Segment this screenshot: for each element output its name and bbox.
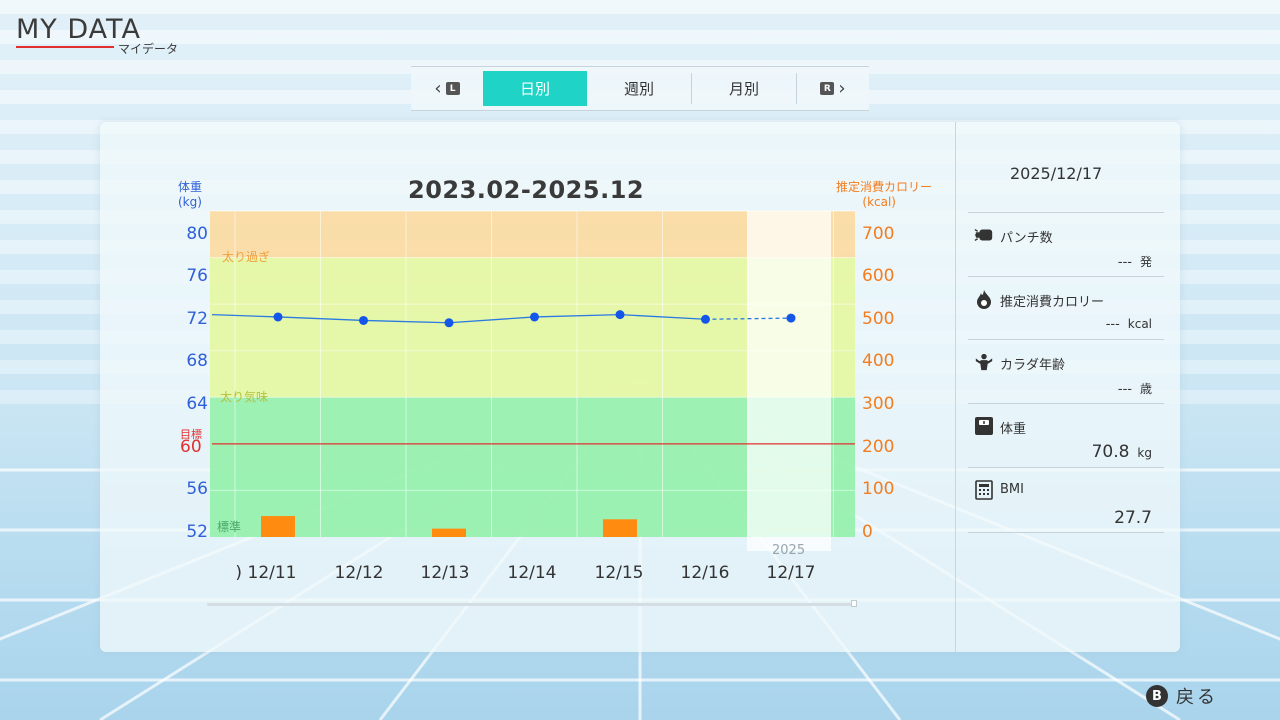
left-tick: 80 [186,224,208,244]
title-text: MY DATA [16,14,141,45]
weight-point [444,318,454,328]
left-tick: 68 [186,351,208,371]
left-tick: 52 [186,522,208,542]
stat-label: BMI [1000,482,1024,497]
stat-value: 70.8 kg [1091,442,1152,462]
period-tabs: ‹ L 日別 週別 月別 R › [411,66,869,111]
stat-value: 27.7 [1114,508,1152,528]
prev-tab-button[interactable]: ‹ L [411,67,483,110]
x-tick: 12/15 [594,563,644,583]
flame-icon [974,289,994,309]
right-tick: 500 [862,309,895,329]
stat-label: 体重 [1000,422,1027,437]
selected-day-highlight [747,211,831,551]
calorie-bar [432,528,466,537]
right-tick: 400 [862,351,895,371]
weight-point [786,313,796,323]
weight-point [273,312,283,322]
punch-icon [974,225,994,245]
right-axis-label: 推定消費カロリー (kcal) [835,180,932,209]
title-underline [16,46,114,48]
calculator-icon [974,480,994,500]
x-tick: 12/12 [334,563,384,583]
x-tick: 12/13 [420,563,470,583]
weight-line-projection [705,317,792,320]
right-tick: 200 [862,437,895,457]
stat-body-age: カラダ年齢 --- 歳 [968,339,1164,401]
right-tick: 600 [862,266,895,286]
tab-monthly[interactable]: 月別 [728,80,759,98]
zone-label-standard: 標準 [217,520,242,534]
right-tick: 100 [862,479,895,499]
goal-label: 目標 [180,428,202,441]
l-button-icon: L [445,82,460,95]
stat-value: --- kcal [1105,317,1152,332]
next-tab-button[interactable]: R › [797,67,869,110]
x-tick: 12/17 [766,563,816,583]
stat-label: パンチ数 [1000,231,1053,246]
weight-point [359,315,368,325]
r-button-icon: R [820,82,835,95]
goal-value: 60 [180,437,202,457]
chevron-right-icon: › [838,78,846,99]
tab-separator [796,73,797,104]
stat-bmi: BMI 27.7 [968,467,1164,533]
left-tick: 56 [186,479,208,499]
left-tick: 64 [186,394,208,414]
left-tick: 76 [186,266,208,286]
right-tick: 700 [862,224,895,244]
stat-value: --- 歳 [1117,382,1152,397]
stat-calories: 推定消費カロリー --- kcal [968,276,1164,338]
year-label: 2025 [772,543,806,558]
back-label: 戻る [1176,687,1218,708]
chevron-left-icon: ‹ [434,78,442,99]
weight-point [530,312,539,322]
back-button[interactable]: B 戻る [1146,683,1218,709]
stat-label: カラダ年齢 [1000,358,1066,373]
stat-label: 推定消費カロリー [1000,295,1105,310]
stat-value: --- 発 [1117,255,1152,270]
b-button-icon: B [1146,685,1168,707]
weight-point [701,314,710,324]
calorie-bar [261,516,295,537]
zone-label-slightly-overweight: 太り気味 [220,390,269,404]
left-tick: 72 [186,309,208,329]
zone-label-overweight: 太り過ぎ [222,250,271,264]
x-tick: 12/11 [247,563,297,583]
weight-point [615,310,625,320]
left-axis-label: 体重 (kg) [178,180,203,209]
stat-punch-count: パンチ数 --- 発 [968,212,1164,274]
chart-title: 2023.02-2025.12 [408,176,645,204]
calorie-bar [603,519,637,537]
selected-date: 2025/12/17 [1010,164,1103,183]
x-tick-partial: ) [235,563,242,583]
x-tick: 12/16 [680,563,730,583]
right-tick: 0 [862,522,873,542]
x-tick: 12/14 [507,563,557,583]
panel-divider [955,122,956,652]
title-subtitle: マイデータ [118,42,179,56]
screen-title: MY DATA マイデータ [16,14,178,56]
right-tick: 300 [862,394,895,414]
tab-separator [691,73,692,104]
scale-icon [974,416,994,436]
tab-daily[interactable]: 日別 [483,71,587,106]
chart-scrollbar[interactable] [207,603,857,606]
body-icon [974,352,994,372]
stat-weight: 体重 70.8 kg [968,403,1164,465]
scrollbar-thumb[interactable] [851,600,857,607]
tab-weekly[interactable]: 週別 [623,80,654,98]
